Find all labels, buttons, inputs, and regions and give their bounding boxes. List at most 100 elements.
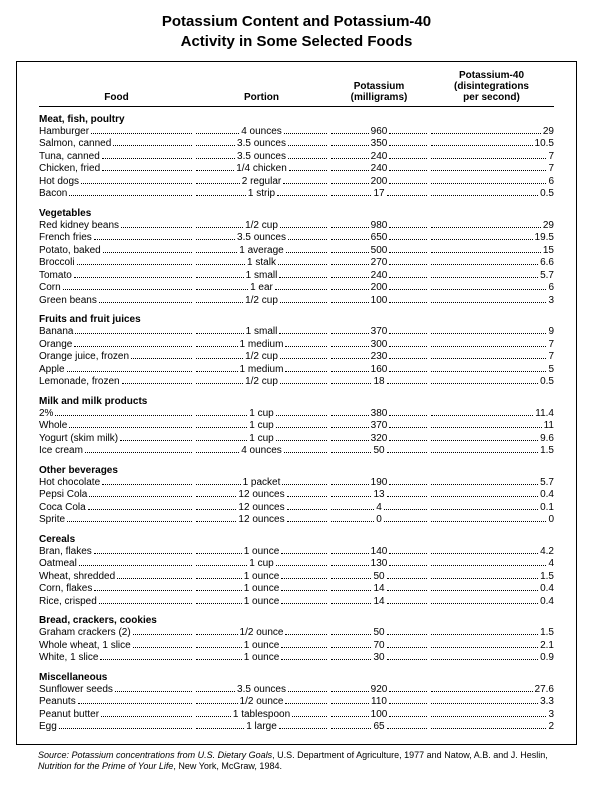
cell-portion: 1 average [194,245,329,258]
cell-potassium: 70 [329,640,429,653]
table-row: Chicken, fried1/4 chicken2407 [39,163,554,176]
cell-food: White, 1 slice [39,652,194,665]
cell-k40: 1.5 [429,627,554,640]
source-label: Source: Potassium concentrations from U.… [38,750,272,760]
cell-portion: 1 medium [194,364,329,377]
cell-potassium: 920 [329,684,429,697]
cell-portion: 1 cup [194,558,329,571]
cell-food: Chicken, fried [39,163,194,176]
table-row: Sprite12 ounces00 [39,514,554,527]
cell-potassium: 350 [329,138,429,151]
cell-k40: 9 [429,326,554,339]
cell-k40: 19.5 [429,232,554,245]
table-row: Pepsi Cola12 ounces130.4 [39,489,554,502]
cell-potassium: 18 [329,376,429,389]
cell-portion: 1/4 chicken [194,163,329,176]
table-row: Graham crackers (2)1/2 ounce501.5 [39,627,554,640]
table-row: Tuna, canned3.5 ounces2407 [39,151,554,164]
table-row: Sunflower seeds3.5 ounces92027.6 [39,684,554,697]
cell-potassium: 370 [329,420,429,433]
cell-food: Orange juice, frozen [39,351,194,364]
table-row: Yogurt (skim milk)1 cup3209.6 [39,433,554,446]
cell-k40: 7 [429,163,554,176]
table-row: Orange juice, frozen1/2 cup2307 [39,351,554,364]
table-row: Salmon, canned3.5 ounces35010.5 [39,138,554,151]
cell-portion: 1 cup [194,433,329,446]
category-header: Milk and milk products [39,396,554,407]
cell-food: Hot dogs [39,176,194,189]
cell-portion: 12 ounces [194,489,329,502]
cell-food: Sprite [39,514,194,527]
cell-food: Potato, baked [39,245,194,258]
cell-portion: 1/2 ounce [194,696,329,709]
cell-potassium: 190 [329,477,429,490]
cell-portion: 1 ounce [194,583,329,596]
cell-food: Salmon, canned [39,138,194,151]
cell-food: Green beans [39,295,194,308]
cell-potassium: 130 [329,558,429,571]
cell-food: Yogurt (skim milk) [39,433,194,446]
header-potassium: Potassium (milligrams) [329,81,429,103]
category-header: Other beverages [39,465,554,476]
cell-portion: 1 medium [194,339,329,352]
table-row: Bran, flakes1 ounce1404.2 [39,546,554,559]
cell-food: Graham crackers (2) [39,627,194,640]
cell-potassium: 14 [329,583,429,596]
cell-k40: 0.4 [429,583,554,596]
cell-portion: 1/2 ounce [194,627,329,640]
cell-k40: 0.9 [429,652,554,665]
cell-k40: 6 [429,176,554,189]
category-header: Vegetables [39,208,554,219]
cell-portion: 1 strip [194,188,329,201]
cell-food: Peanuts [39,696,194,709]
cell-portion: 1 cup [194,420,329,433]
cell-k40: 6 [429,282,554,295]
cell-potassium: 270 [329,257,429,270]
table-row: Bacon1 strip170.5 [39,188,554,201]
category-header: Bread, crackers, cookies [39,615,554,626]
table-row: Broccoli1 stalk2706.6 [39,257,554,270]
cell-potassium: 50 [329,571,429,584]
cell-food: Pepsi Cola [39,489,194,502]
page-title: Potassium Content and Potassium-40 Activ… [16,12,577,53]
cell-k40: 3 [429,709,554,722]
cell-potassium: 500 [329,245,429,258]
cell-potassium: 230 [329,351,429,364]
cell-food: Coca Cola [39,502,194,515]
cell-k40: 0.5 [429,376,554,389]
cell-portion: 12 ounces [194,502,329,515]
cell-portion: 1 cup [194,408,329,421]
table-row: Orange1 medium3007 [39,339,554,352]
cell-k40: 2 [429,721,554,734]
cell-k40: 15 [429,245,554,258]
table-row: Potato, baked1 average50015 [39,245,554,258]
table-row: Peanut butter1 tablespoon1003 [39,709,554,722]
cell-k40: 0 [429,514,554,527]
cell-k40: 5 [429,364,554,377]
cell-food: Oatmeal [39,558,194,571]
title-line2: Activity in Some Selected Foods [16,32,577,52]
category-header: Meat, fish, poultry [39,114,554,125]
cell-k40: 3 [429,295,554,308]
cell-k40: 7 [429,351,554,364]
cell-k40: 0.5 [429,188,554,201]
cell-food: Whole wheat, 1 slice [39,640,194,653]
cell-portion: 1 small [194,270,329,283]
cell-food: Hamburger [39,126,194,139]
cell-k40: 3.3 [429,696,554,709]
table-row: Banana1 small3709 [39,326,554,339]
source-tail: , New York, McGraw, 1984. [173,761,282,771]
cell-portion: 3.5 ounces [194,684,329,697]
cell-food: Egg [39,721,194,734]
cell-k40: 0.4 [429,489,554,502]
cell-portion: 3.5 ounces [194,138,329,151]
cell-potassium: 65 [329,721,429,734]
table-row: Hot dogs2 regular2006 [39,176,554,189]
cell-potassium: 13 [329,489,429,502]
cell-portion: 1 ounce [194,652,329,665]
cell-potassium: 650 [329,232,429,245]
cell-portion: 1 ounce [194,571,329,584]
cell-potassium: 240 [329,151,429,164]
cell-food: Sunflower seeds [39,684,194,697]
cell-portion: 1 large [194,721,329,734]
